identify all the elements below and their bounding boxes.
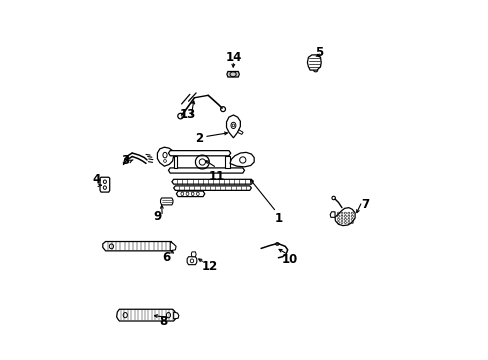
Polygon shape [176,191,204,197]
Polygon shape [226,115,240,138]
Polygon shape [191,252,196,257]
Polygon shape [168,168,244,173]
Text: 12: 12 [202,260,218,273]
Polygon shape [173,156,177,168]
Text: 7: 7 [361,198,369,211]
Polygon shape [225,156,229,168]
Polygon shape [307,55,321,70]
Polygon shape [100,177,109,192]
Polygon shape [117,309,176,321]
Text: 2: 2 [194,132,203,145]
Text: 6: 6 [163,251,170,264]
Polygon shape [334,208,354,226]
Polygon shape [160,198,173,205]
Text: 1: 1 [274,212,283,225]
Text: 9: 9 [153,210,161,223]
Text: 8: 8 [159,315,167,328]
Text: 14: 14 [225,51,241,64]
Polygon shape [157,147,173,166]
Text: 5: 5 [314,46,322,59]
Text: 4: 4 [92,174,101,186]
Polygon shape [229,152,254,167]
Polygon shape [173,186,251,190]
Polygon shape [168,150,230,156]
Text: 11: 11 [208,170,224,183]
Polygon shape [187,257,196,265]
Polygon shape [173,312,179,319]
Text: 10: 10 [281,253,297,266]
Polygon shape [237,130,243,134]
Polygon shape [226,72,239,77]
Polygon shape [329,212,334,217]
Polygon shape [172,179,253,184]
Text: 3: 3 [121,154,129,167]
Polygon shape [102,242,172,251]
Polygon shape [170,242,176,251]
Text: 13: 13 [179,108,195,121]
